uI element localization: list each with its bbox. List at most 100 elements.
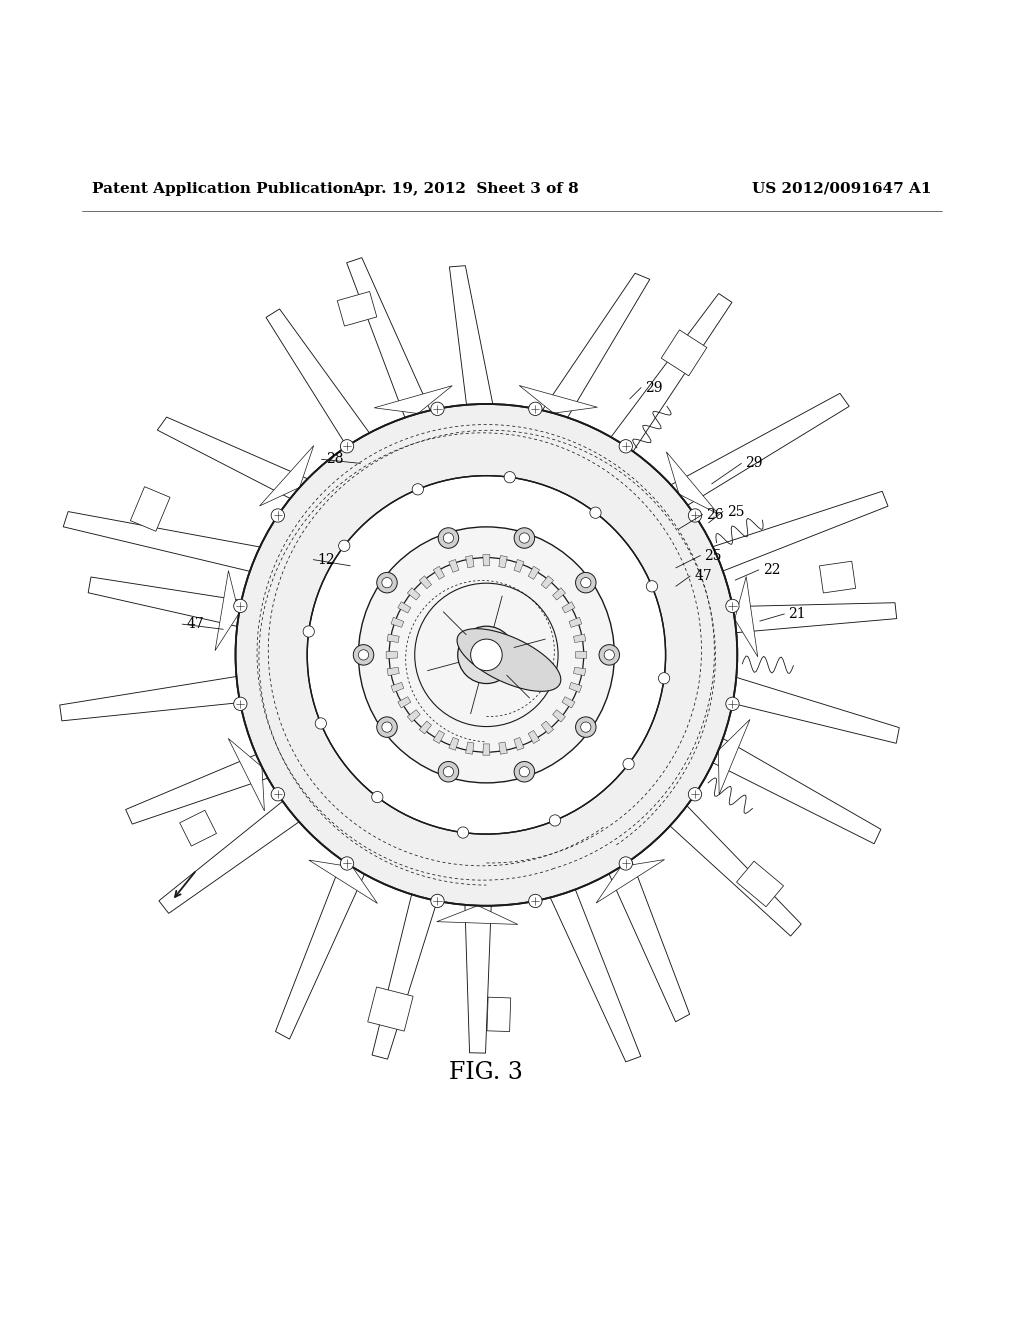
Polygon shape [63,512,265,573]
Polygon shape [158,417,312,500]
Circle shape [590,507,601,519]
Polygon shape [337,292,377,326]
Circle shape [620,857,633,870]
Circle shape [458,626,515,684]
Text: FIG. 3: FIG. 3 [450,1061,523,1084]
Polygon shape [374,385,453,413]
Polygon shape [391,682,403,693]
Polygon shape [159,799,303,913]
Polygon shape [437,906,518,924]
Polygon shape [450,265,494,409]
Polygon shape [667,393,849,508]
Polygon shape [419,576,431,589]
Circle shape [382,578,392,587]
Polygon shape [372,890,438,1059]
Circle shape [620,440,633,453]
Polygon shape [607,855,689,1022]
Polygon shape [433,730,444,743]
Circle shape [599,644,620,665]
Text: Patent Application Publication: Patent Application Publication [92,182,354,195]
Polygon shape [266,309,373,450]
Polygon shape [662,330,707,376]
Polygon shape [548,884,641,1061]
Text: 25: 25 [705,549,722,562]
Polygon shape [228,738,264,810]
Circle shape [443,767,454,777]
Circle shape [581,578,591,587]
Circle shape [340,440,353,453]
Polygon shape [387,668,399,676]
Circle shape [431,403,444,416]
Circle shape [271,788,285,801]
Polygon shape [667,803,801,936]
Polygon shape [569,682,582,693]
Polygon shape [728,603,897,634]
Polygon shape [569,618,582,627]
Polygon shape [397,602,411,612]
Text: 21: 21 [788,607,806,620]
Circle shape [519,767,529,777]
Polygon shape [347,257,432,422]
Circle shape [471,639,502,671]
Polygon shape [408,587,420,601]
Polygon shape [735,577,758,657]
Text: 47: 47 [186,618,204,631]
Circle shape [549,814,560,826]
Circle shape [372,792,383,803]
Polygon shape [130,487,170,531]
Circle shape [377,717,397,738]
Polygon shape [179,810,216,846]
Polygon shape [728,676,899,743]
Polygon shape [553,587,565,601]
Circle shape [514,762,535,781]
Polygon shape [667,451,719,513]
Circle shape [604,649,614,660]
Polygon shape [562,697,575,708]
Text: US 2012/0091647 A1: US 2012/0091647 A1 [753,182,932,195]
Polygon shape [466,556,474,568]
Circle shape [646,581,657,591]
Circle shape [315,718,327,729]
Polygon shape [573,668,586,676]
Circle shape [726,599,739,612]
Circle shape [623,758,634,770]
Polygon shape [88,577,246,627]
Polygon shape [514,560,524,573]
Circle shape [339,540,350,552]
Polygon shape [542,721,554,734]
Text: 26: 26 [707,508,724,521]
Polygon shape [487,997,511,1031]
Polygon shape [540,273,650,421]
Text: 12: 12 [317,553,335,566]
Circle shape [458,826,469,838]
Polygon shape [433,566,444,579]
Circle shape [413,483,424,495]
Polygon shape [419,721,431,734]
Circle shape [236,404,737,906]
Circle shape [438,762,459,781]
Polygon shape [259,446,313,506]
Polygon shape [449,560,459,573]
Polygon shape [449,738,459,750]
Polygon shape [575,651,587,659]
Circle shape [233,599,247,612]
Circle shape [358,527,614,783]
Circle shape [581,722,591,733]
Circle shape [307,475,666,834]
Polygon shape [514,738,524,750]
Polygon shape [596,859,665,903]
Circle shape [233,697,247,710]
Text: 25: 25 [727,504,744,519]
Polygon shape [275,855,367,1039]
Polygon shape [386,651,397,659]
Polygon shape [483,744,489,755]
Polygon shape [542,576,554,589]
Text: Apr. 19, 2012  Sheet 3 of 8: Apr. 19, 2012 Sheet 3 of 8 [352,182,580,195]
Polygon shape [736,861,783,907]
Circle shape [382,722,392,733]
Circle shape [438,528,459,548]
Circle shape [358,649,369,660]
Text: 29: 29 [645,380,663,395]
Text: 47: 47 [694,569,712,583]
Circle shape [726,697,739,710]
